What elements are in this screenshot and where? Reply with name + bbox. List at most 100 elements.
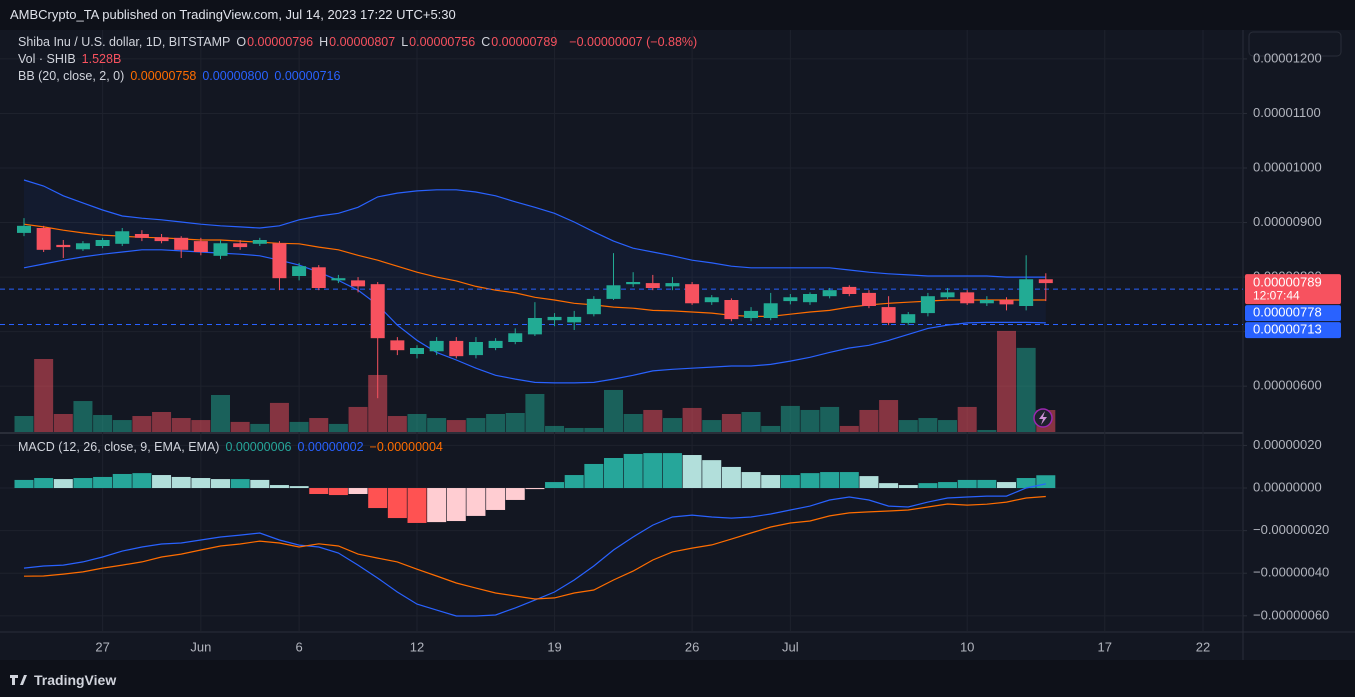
- macd-hist-bar: [800, 473, 820, 489]
- volume-bar: [604, 389, 623, 432]
- candle-body: [606, 285, 621, 299]
- macd-line-value: 0.00000002: [297, 440, 364, 454]
- volume-bar: [368, 374, 388, 432]
- volume-bar: [682, 407, 702, 432]
- macd-hist-bar: [997, 482, 1016, 489]
- candle-body: [979, 300, 994, 304]
- candle-body: [252, 240, 267, 244]
- candle-body: [861, 292, 876, 306]
- candle-body: [95, 240, 110, 246]
- volume-bar: [525, 393, 545, 432]
- candle-body: [803, 294, 817, 303]
- volume-bar: [761, 425, 781, 432]
- volume-bar: [73, 401, 93, 432]
- ohlc-key: L: [401, 35, 409, 49]
- volume-bar: [132, 416, 152, 432]
- candle-body: [331, 278, 346, 281]
- footer-bar: [0, 660, 1355, 697]
- macd-hist-bar: [73, 478, 93, 489]
- candle-body: [193, 241, 208, 252]
- candle-body: [901, 314, 916, 323]
- macd-hist-bar: [682, 455, 702, 489]
- volume-legend: Vol · SHIB 1.528B: [18, 52, 121, 66]
- ohlc-value: 0.00000789: [491, 35, 558, 49]
- candle-body: [75, 243, 90, 250]
- candle-body: [449, 340, 464, 357]
- candle-body: [17, 225, 31, 233]
- y-tick-label: 0.00000900: [1253, 214, 1322, 229]
- volume-bar: [643, 409, 663, 432]
- x-tick-label: 22: [1196, 639, 1210, 654]
- volume-bar: [898, 420, 918, 432]
- macd-hist-bar: [957, 479, 977, 489]
- volume-bar: [997, 330, 1016, 432]
- macd-hist-bar: [387, 488, 407, 519]
- volume-bar: [662, 418, 682, 432]
- candle-body: [783, 297, 798, 302]
- axis: 27Jun6121926Jul1017220.000006000.0000070…: [95, 50, 1341, 654]
- bb-values: 0.00000758 0.00000800 0.00000716: [130, 69, 340, 83]
- macd-hist-bar: [34, 478, 54, 489]
- candle-body: [292, 266, 307, 276]
- brand-name: TradingView: [34, 672, 117, 688]
- symbol-title: Shiba Inu / U.S. dollar, 1D, BITSTAMP: [18, 35, 231, 49]
- ohlc-key: C: [481, 35, 491, 49]
- volume-bar: [800, 409, 820, 432]
- candle-body: [881, 307, 896, 323]
- candle-body: [410, 348, 424, 354]
- macd-hist-bar: [820, 472, 840, 489]
- candle-body: [704, 297, 719, 303]
- macd-hist-bar: [112, 473, 132, 489]
- macd-hist-bar: [250, 479, 270, 489]
- volume-bar: [152, 411, 172, 432]
- candle-body: [645, 283, 660, 288]
- last-price-label: 0.00000789: [1253, 275, 1322, 290]
- volume-bar: [564, 427, 584, 432]
- macd-hist-bar: [780, 475, 800, 489]
- volume-bar: [879, 400, 899, 432]
- candle-body: [370, 284, 385, 339]
- candle-body: [272, 243, 287, 279]
- macd-name: MACD (12, 26, close, 9, EMA, EMA): [18, 440, 220, 454]
- candle-body: [920, 296, 935, 314]
- volume-bar: [486, 414, 506, 432]
- macd-hist-bar: [486, 488, 506, 510]
- candle-body: [213, 243, 228, 256]
- volume-bar: [328, 423, 348, 432]
- macd-hist-bar: [839, 472, 859, 489]
- macd-hist-bar: [446, 488, 466, 522]
- top-right-box[interactable]: [1248, 31, 1342, 57]
- candle-body: [134, 234, 149, 238]
- macd-hist-bar: [898, 485, 918, 489]
- volume-bar: [93, 415, 113, 432]
- ohlc-value: 0.00000796: [247, 35, 314, 49]
- macd-hist-bar: [171, 476, 191, 489]
- volume-bar: [1016, 347, 1036, 432]
- candle-body: [56, 244, 71, 248]
- candle-body: [626, 282, 641, 285]
- candle-body: [468, 342, 483, 356]
- macd-hist-bar: [938, 482, 958, 489]
- ohlc-key: O: [236, 35, 247, 49]
- candle-body: [508, 333, 523, 342]
- macd-hist-bar: [564, 475, 584, 489]
- x-tick-label: Jul: [782, 639, 799, 654]
- volume-bar: [721, 414, 741, 432]
- macd-line: [23, 483, 1046, 617]
- macd-hist-bar: [466, 488, 486, 516]
- x-tick-label: 26: [685, 639, 699, 654]
- macd-hist-bar: [918, 483, 938, 489]
- volume-bar: [191, 420, 211, 432]
- macd-hist-bar: [721, 466, 741, 489]
- candle-body: [960, 292, 975, 304]
- y-tick-label: 0.00001200: [1253, 50, 1322, 65]
- volume-bar: [859, 409, 879, 432]
- volume-bar: [53, 414, 73, 432]
- candle-body: [685, 284, 700, 304]
- last-price-badge: [1245, 274, 1341, 305]
- x-tick-label: 6: [295, 639, 302, 654]
- volume-bar: [34, 358, 54, 432]
- macd-hist-bar: [289, 486, 309, 489]
- alert-icon[interactable]: [1033, 408, 1053, 428]
